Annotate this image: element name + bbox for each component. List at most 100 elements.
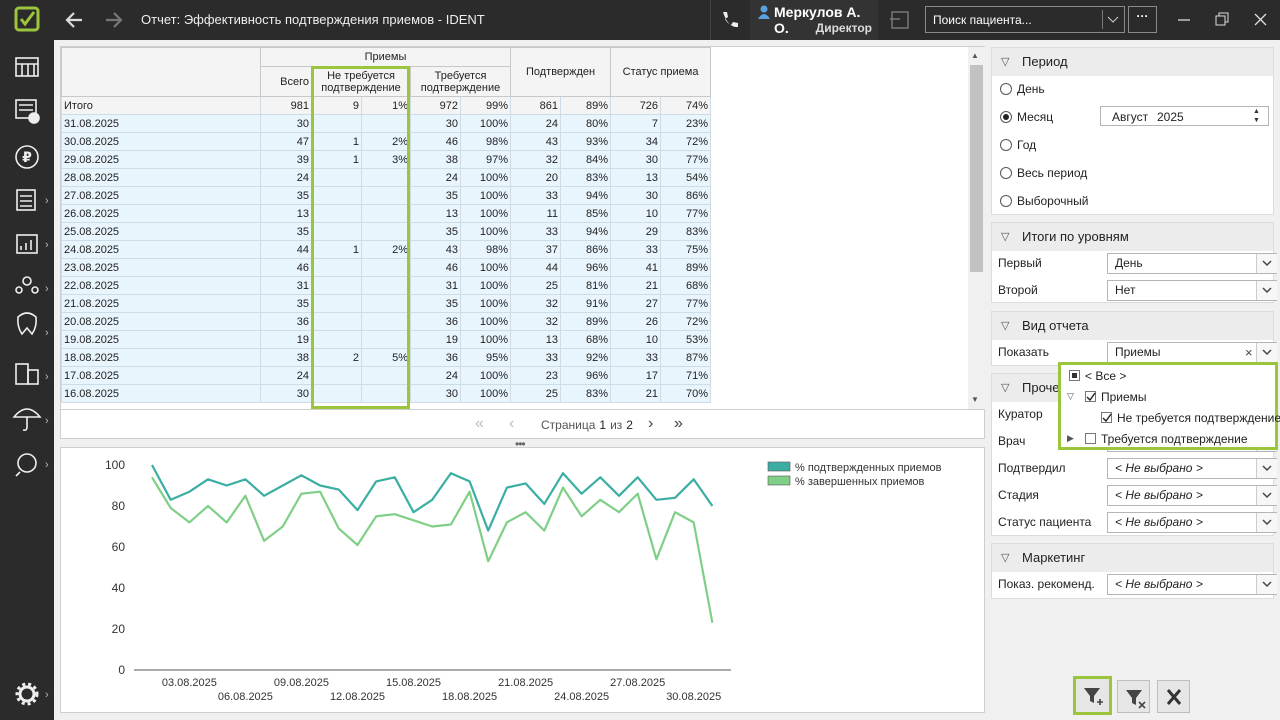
combo-arrow[interactable] xyxy=(1256,513,1277,532)
menu-button[interactable]: ··· xyxy=(1128,6,1157,33)
table-cell: 981 xyxy=(261,97,312,115)
table-cell: 31.08.2025 xyxy=(62,115,261,133)
x-tick-label: 24.08.2025 xyxy=(554,691,609,703)
y-tick-label: 40 xyxy=(112,581,126,595)
combo-arrow[interactable] xyxy=(1256,343,1277,362)
svg-element xyxy=(1086,392,1096,402)
radio[interactable] xyxy=(1000,195,1012,207)
table-cell: 41 xyxy=(611,259,661,277)
table-cell: 71% xyxy=(661,367,711,385)
search-placeholder: Поиск пациента... xyxy=(933,13,1032,27)
sidebar[interactable]: ₽ ›››››››› xyxy=(0,40,54,720)
title-bar: Отчет: Эффективность подтверждения прием… xyxy=(0,0,1280,40)
combo-box[interactable]: День xyxy=(1107,253,1277,274)
section-title: Маркетинг xyxy=(1022,544,1085,572)
table-cell: 100% xyxy=(461,367,511,385)
table-cell: 77% xyxy=(661,205,711,223)
field-label: Куратор xyxy=(998,407,1043,421)
x-tick-label: 09.08.2025 xyxy=(274,677,329,689)
table-cell: 35 xyxy=(261,223,312,241)
dropdown-item[interactable]: Требуется подтверждение xyxy=(1101,432,1248,446)
section-title: Вид отчета xyxy=(1022,312,1089,340)
dropdown-item[interactable]: Приемы xyxy=(1101,390,1147,404)
combo-arrow[interactable] xyxy=(1256,486,1277,505)
combo-box[interactable]: Нет xyxy=(1107,280,1277,301)
filter-button[interactable] xyxy=(1073,676,1112,715)
combo-arrow[interactable] xyxy=(1256,575,1277,594)
user-block[interactable]: Меркулов А. О. Директор xyxy=(750,0,878,40)
table-cell: 72% xyxy=(661,133,711,151)
filter-button[interactable] xyxy=(1117,680,1150,713)
text-element: › xyxy=(45,239,49,251)
filter-button[interactable] xyxy=(1157,680,1190,713)
section-header[interactable]: ▽Итоги по уровням xyxy=(992,223,1273,251)
nav-buttons[interactable] xyxy=(62,8,132,32)
radio[interactable] xyxy=(1000,111,1012,123)
scrollbar[interactable]: ▲ ▼ xyxy=(968,47,985,409)
checkbox[interactable] xyxy=(1085,433,1096,444)
table-cell: 46 xyxy=(411,259,461,277)
table-cell: 68% xyxy=(661,277,711,295)
table-cell: 96% xyxy=(561,259,611,277)
month-spinner[interactable]: Август2025▲▼ xyxy=(1100,106,1269,126)
table-cell: 25 xyxy=(511,277,561,295)
window-controls[interactable] xyxy=(1170,8,1280,32)
table-cell: 33 xyxy=(511,187,561,205)
combo-arrow[interactable] xyxy=(1256,281,1277,300)
dropdown-item[interactable]: < Все > xyxy=(1085,369,1126,383)
combo-arrow[interactable] xyxy=(1256,254,1277,273)
text-element: › xyxy=(45,371,49,383)
table-cell: 36 xyxy=(411,313,461,331)
table-cell: 95% xyxy=(461,349,511,367)
filter-section: ▽ПериодДеньМесяцГодВесь периодВыборочный… xyxy=(991,47,1274,215)
table-cell: 13 xyxy=(611,169,661,187)
path-element xyxy=(1263,493,1271,497)
section-header[interactable]: ▽Маркетинг xyxy=(992,544,1273,572)
y-tick-label: 0 xyxy=(118,663,125,677)
patient-search[interactable]: Поиск пациента... xyxy=(925,6,1125,33)
table-cell: 16.08.2025 xyxy=(62,385,261,403)
svg-element xyxy=(1158,681,1191,714)
svg-element xyxy=(1118,681,1151,714)
dropdown-item[interactable]: Не требуется подтверждение xyxy=(1117,411,1280,425)
combo-box[interactable]: Приемы× xyxy=(1107,342,1277,363)
table-cell: 23% xyxy=(661,115,711,133)
section-header[interactable]: ▽Вид отчета xyxy=(992,312,1273,340)
path-element xyxy=(14,409,40,430)
combo-box[interactable]: < Не выбрано > xyxy=(1107,458,1277,479)
clear-button[interactable]: × xyxy=(1245,343,1253,362)
radio[interactable] xyxy=(1000,83,1012,95)
checkbox[interactable] xyxy=(1085,391,1096,402)
svg-element xyxy=(758,5,770,19)
rect-element xyxy=(17,190,35,210)
text-element: › xyxy=(45,415,49,427)
combo-value: < Не выбрано > xyxy=(1115,575,1203,594)
history-icon[interactable] xyxy=(888,9,912,31)
radio[interactable] xyxy=(1000,139,1012,151)
checkbox[interactable] xyxy=(1069,370,1080,381)
first-page[interactable]: « xyxy=(475,415,484,433)
path-element xyxy=(1263,288,1271,292)
combo-box[interactable]: < Не выбрано > xyxy=(1107,485,1277,506)
next-page[interactable]: › xyxy=(648,415,653,433)
table-cell: 39 xyxy=(261,151,312,169)
combo-box[interactable]: < Не выбрано > xyxy=(1107,574,1277,595)
radio[interactable] xyxy=(1000,167,1012,179)
combo-box[interactable]: < Не выбрано > xyxy=(1107,512,1277,533)
report-table: ПриемыПодтвержденСтатус приемаВсегоНе тр… xyxy=(61,47,968,409)
checkbox[interactable] xyxy=(1101,412,1112,423)
header-cell: Статус приема xyxy=(611,48,711,97)
table-cell: 33 xyxy=(611,241,661,259)
div-element: ▲ xyxy=(971,51,979,60)
prev-page[interactable]: ‹ xyxy=(509,415,514,433)
phone-icon[interactable] xyxy=(718,9,740,31)
path-element xyxy=(1263,350,1271,354)
table-cell: 19 xyxy=(411,331,461,349)
last-page[interactable]: » xyxy=(674,415,683,433)
table-cell: 30 xyxy=(611,187,661,205)
section-header[interactable]: ▽Период xyxy=(992,48,1273,76)
combo-arrow[interactable] xyxy=(1256,459,1277,478)
table-cell: 726 xyxy=(611,97,661,115)
table-cell: 13 xyxy=(511,331,561,349)
svg-element xyxy=(1257,486,1277,505)
